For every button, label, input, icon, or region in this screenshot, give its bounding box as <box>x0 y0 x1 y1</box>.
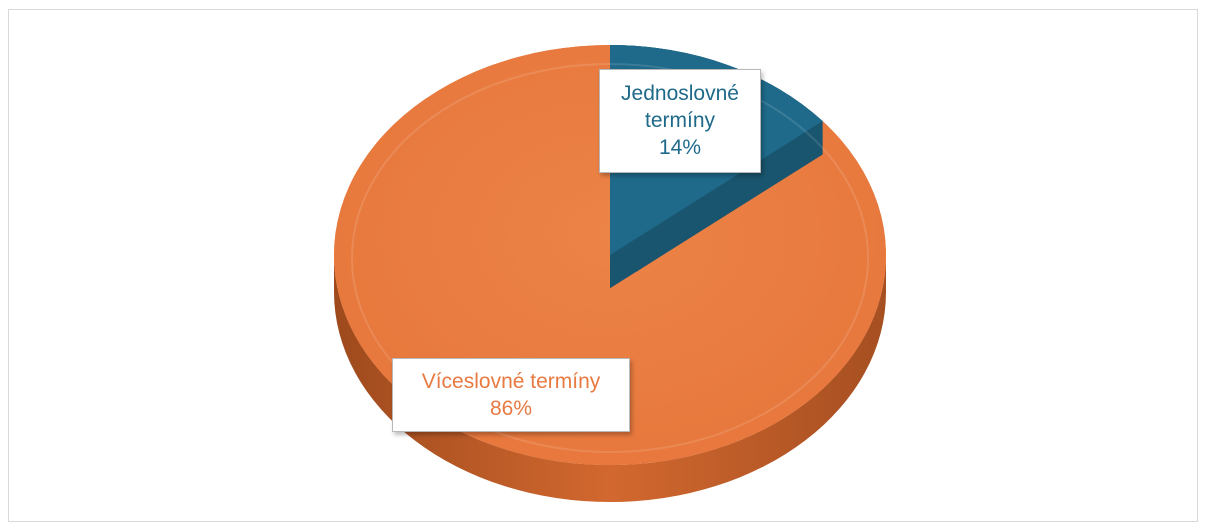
pie-highlight-ring <box>351 63 869 453</box>
label-viceslovne-line1: Víceslovné termíny <box>421 370 601 393</box>
label-jednoslovne-percent: 14% <box>658 136 702 159</box>
data-label-viceslovne: Víceslovné termíny 86% <box>392 358 630 432</box>
data-label-jednoslovne: Jednoslovné termíny 14% <box>599 69 761 173</box>
label-jednoslovne-line1: Jednoslovné <box>621 82 739 105</box>
label-viceslovne-percent: 86% <box>489 397 533 420</box>
label-jednoslovne-line2: termíny <box>644 109 715 132</box>
pie-side-viceslovne <box>334 255 886 502</box>
